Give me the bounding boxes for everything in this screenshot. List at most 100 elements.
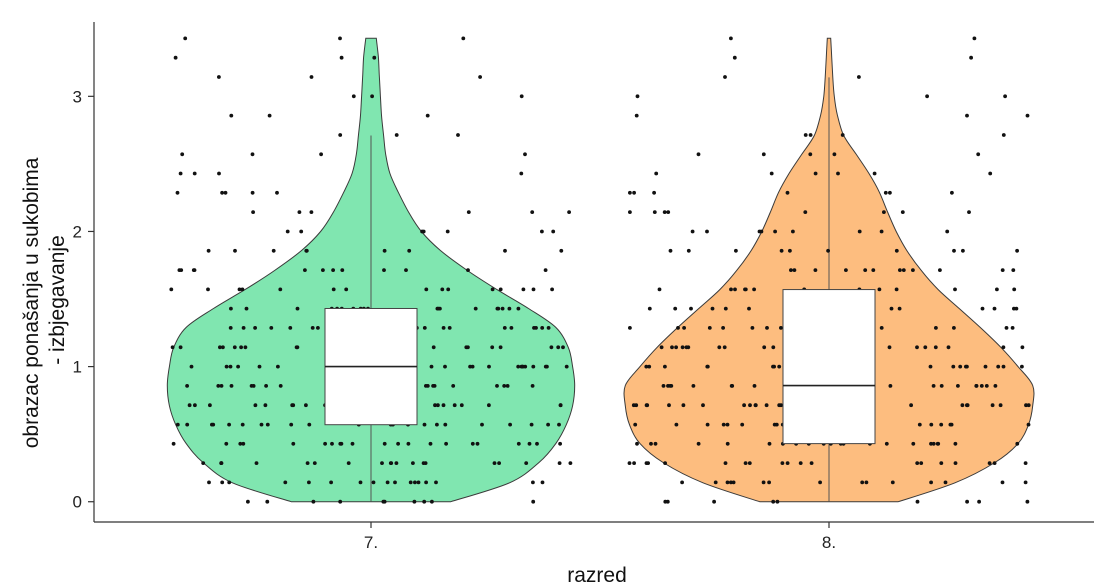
data-point <box>436 306 441 311</box>
data-point <box>412 499 417 504</box>
data-point <box>663 461 667 465</box>
data-point <box>495 384 499 388</box>
data-point <box>898 268 902 272</box>
data-point <box>416 480 421 485</box>
data-point <box>413 480 417 485</box>
data-point <box>192 171 197 176</box>
data-point <box>1023 461 1028 465</box>
data-point <box>385 480 390 485</box>
data-point <box>251 384 256 388</box>
data-point <box>178 345 183 350</box>
y-axis-title-line-2: - izbjegavanje <box>46 235 69 365</box>
data-point <box>1001 364 1006 369</box>
data-point <box>951 364 956 369</box>
data-point <box>705 364 710 369</box>
data-point <box>813 268 818 272</box>
data-point <box>939 384 944 388</box>
data-point <box>527 441 532 446</box>
data-point <box>1001 345 1006 350</box>
data-point <box>396 441 400 446</box>
data-point <box>761 152 766 157</box>
data-point <box>393 480 397 485</box>
data-point <box>773 229 777 234</box>
data-point <box>707 326 712 330</box>
data-point <box>508 422 512 427</box>
data-point <box>1000 480 1005 485</box>
data-point <box>923 345 928 350</box>
data-point <box>440 287 445 292</box>
data-point <box>631 403 636 408</box>
data-point <box>915 499 920 504</box>
data-point <box>503 248 507 253</box>
data-point <box>251 210 256 215</box>
data-point <box>967 210 971 215</box>
data-point <box>177 268 182 272</box>
data-point <box>753 403 758 408</box>
data-point <box>529 422 534 427</box>
data-point <box>747 306 751 311</box>
data-point <box>931 384 936 388</box>
data-point <box>516 441 521 446</box>
data-point <box>938 268 942 272</box>
data-point <box>696 441 701 446</box>
data-point <box>331 287 336 292</box>
data-point <box>550 287 554 292</box>
data-point <box>705 422 710 427</box>
data-point <box>1024 403 1028 408</box>
data-point <box>803 210 808 215</box>
data-point <box>331 268 335 272</box>
data-point <box>946 345 951 350</box>
data-point <box>487 403 491 408</box>
data-point <box>546 422 550 427</box>
data-point <box>690 229 695 234</box>
data-point <box>509 326 514 330</box>
data-point <box>297 210 302 215</box>
data-point <box>674 345 678 350</box>
data-point <box>404 268 408 272</box>
data-point <box>809 461 814 465</box>
data-point <box>826 248 830 253</box>
data-point <box>549 345 554 350</box>
data-point <box>424 480 428 485</box>
data-point <box>323 441 327 446</box>
data-point <box>543 364 548 369</box>
data-point <box>307 422 312 427</box>
data-point <box>304 403 308 408</box>
data-point <box>339 55 344 60</box>
data-point <box>381 499 386 504</box>
data-point <box>961 248 965 253</box>
data-point <box>1026 403 1031 408</box>
data-point <box>430 499 434 504</box>
data-point <box>879 326 884 330</box>
data-point <box>993 384 998 388</box>
data-point <box>490 345 495 350</box>
data-point <box>233 248 237 253</box>
data-point <box>540 326 545 330</box>
data-point <box>185 422 190 427</box>
data-point <box>530 384 535 388</box>
data-point <box>897 306 902 311</box>
data-point <box>900 210 905 215</box>
data-point <box>748 403 752 408</box>
data-point <box>740 422 745 427</box>
data-point <box>206 287 210 292</box>
data-point <box>771 364 775 369</box>
data-point <box>689 306 693 311</box>
data-point <box>1001 133 1006 137</box>
data-point <box>241 326 246 330</box>
data-point <box>498 287 503 292</box>
data-point <box>382 441 387 446</box>
data-point <box>673 306 678 311</box>
data-point <box>502 326 507 330</box>
data-point <box>447 326 452 330</box>
data-point <box>237 287 242 292</box>
data-point <box>965 403 970 408</box>
data-point <box>1012 287 1017 292</box>
data-point <box>884 441 889 446</box>
data-point <box>882 210 886 215</box>
data-point <box>556 345 561 350</box>
data-point <box>183 36 188 41</box>
data-point <box>950 190 954 195</box>
data-point <box>645 403 650 408</box>
data-point <box>729 287 733 292</box>
